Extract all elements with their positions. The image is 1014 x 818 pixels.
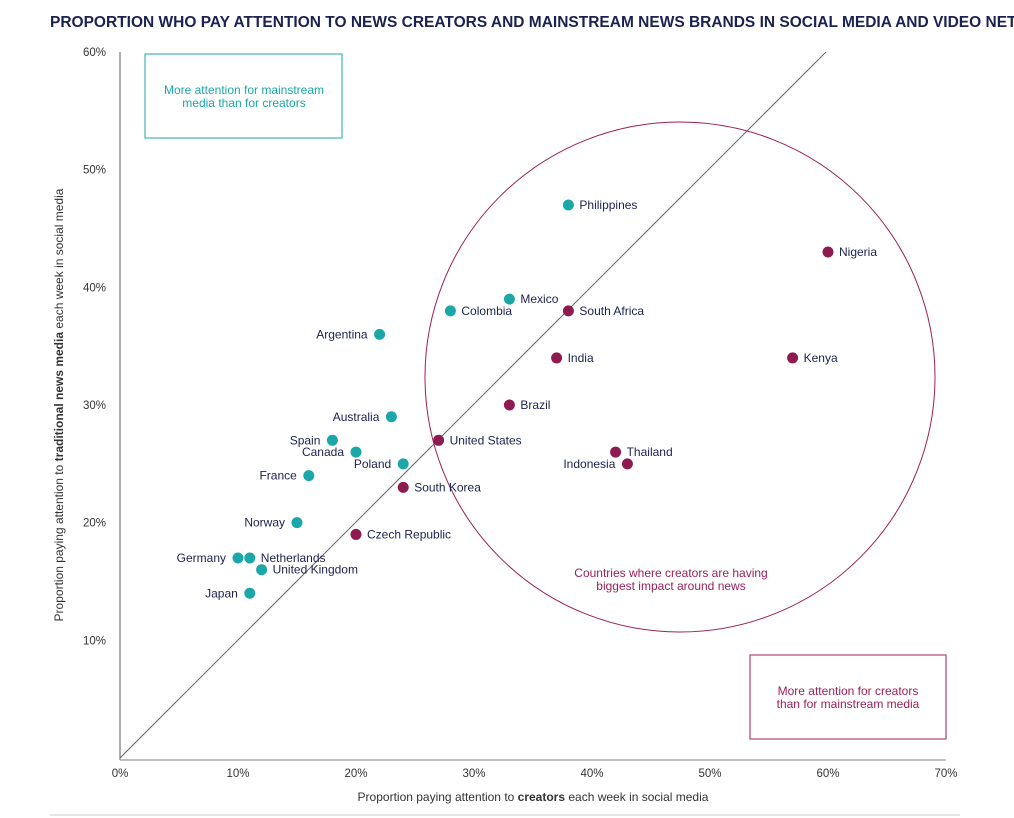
point-label: Czech Republic [367,527,451,541]
data-point-colombia[interactable] [444,305,456,317]
point-label: United States [450,433,522,447]
data-point-united-states[interactable] [433,434,445,446]
data-point-india[interactable] [551,352,563,364]
mainstream-note-line: media than for creators [182,96,305,110]
data-point-japan[interactable] [244,587,256,599]
x-tick-label: 30% [462,768,485,780]
circle-note-line: biggest impact around news [596,579,745,593]
data-point-australia[interactable] [385,411,397,423]
point-label: Netherlands [261,551,326,565]
x-tick-label: 70% [934,768,957,780]
y-tick-label: 30% [83,400,106,412]
parity-line [119,51,827,759]
data-point-czech-republic[interactable] [350,528,362,540]
data-point-mexico[interactable] [503,293,515,305]
y-tick-label: 40% [83,282,106,294]
point-label: Germany [177,551,226,565]
creators-note-box [749,654,947,740]
data-point-kenya[interactable] [787,352,799,364]
creators-note-line: More attention for creators [778,684,919,698]
data-point-indonesia[interactable] [621,458,633,470]
y-tick-label: 20% [83,518,106,530]
x-tick-label: 10% [226,768,249,780]
data-point-france[interactable] [303,470,315,482]
data-point-netherlands[interactable] [244,552,256,564]
point-label: India [568,351,594,365]
mainstream-note-box [144,53,343,139]
point-label: Thailand [627,445,673,459]
x-tick-label: 60% [816,768,839,780]
point-label: Spain [290,433,321,447]
data-point-united-kingdom[interactable] [256,564,268,576]
data-point-canada[interactable] [350,446,362,458]
point-label: Poland [354,457,391,471]
y-tick-label: 50% [83,165,106,177]
point-label: France [259,469,297,483]
y-tick-label: 10% [83,635,106,647]
point-label: Brazil [520,398,550,412]
data-point-nigeria[interactable] [822,246,834,258]
creator-impact-circle [424,121,936,633]
x-tick-label: 50% [698,768,721,780]
x-tick-label: 40% [580,768,603,780]
chart-title: PROPORTION WHO PAY ATTENTION TO NEWS CRE… [50,14,1014,31]
data-point-philippines[interactable] [562,199,574,211]
point-label: Kenya [804,351,838,365]
data-point-germany[interactable] [232,552,244,564]
circle-note-line: Countries where creators are having [574,566,767,580]
x-tick-label: 20% [344,768,367,780]
point-label: Japan [205,586,238,600]
point-label: Canada [302,445,344,459]
data-point-norway[interactable] [291,517,303,529]
point-label: Australia [333,410,380,424]
data-point-brazil[interactable] [503,399,515,411]
data-point-argentina[interactable] [374,328,386,340]
point-label: Nigeria [839,245,877,259]
point-label: Indonesia [563,457,615,471]
data-point-south-africa[interactable] [562,305,574,317]
x-axis-label: Proportion paying attention to creators … [358,790,709,804]
point-label: South Korea [414,480,481,494]
creators-note-line: than for mainstream media [777,697,920,711]
point-label: Philippines [579,198,637,212]
data-point-thailand[interactable] [610,446,622,458]
data-point-spain[interactable] [326,434,338,446]
point-label: South Africa [579,304,644,318]
y-axis-label: Proportion paying attention to tradition… [52,188,66,621]
data-point-south-korea[interactable] [397,481,409,493]
y-tick-label: 60% [83,47,106,59]
point-label: Mexico [520,292,558,306]
point-label: Colombia [461,304,512,318]
point-label: Argentina [316,327,368,341]
x-tick-label: 0% [112,768,129,780]
mainstream-note-line: More attention for mainstream [164,83,324,97]
point-label: Norway [244,516,285,530]
data-point-poland[interactable] [397,458,409,470]
point-label: United Kingdom [273,563,358,577]
